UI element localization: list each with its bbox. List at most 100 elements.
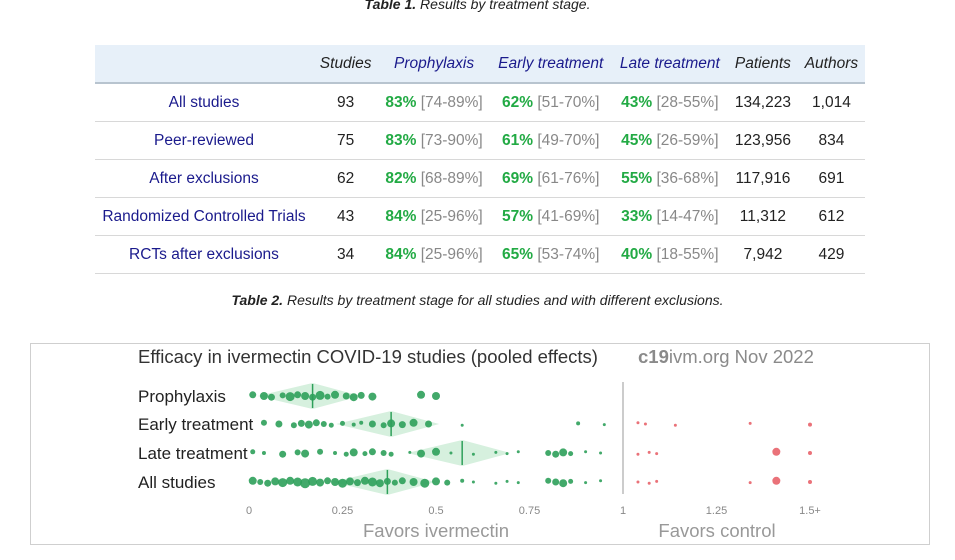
- study-point[interactable]: [636, 480, 640, 484]
- study-point[interactable]: [408, 450, 412, 454]
- study-point[interactable]: [279, 392, 286, 399]
- study-point[interactable]: [636, 421, 640, 425]
- study-point[interactable]: [279, 450, 287, 458]
- study-point[interactable]: [576, 421, 581, 426]
- study-point[interactable]: [316, 478, 325, 487]
- study-point[interactable]: [647, 450, 651, 454]
- study-point[interactable]: [420, 478, 430, 488]
- study-point[interactable]: [340, 420, 345, 426]
- study-point[interactable]: [471, 452, 475, 456]
- study-point[interactable]: [808, 451, 812, 455]
- row-name-link[interactable]: RCTs after exclusions: [95, 235, 313, 274]
- study-point[interactable]: [357, 391, 365, 399]
- study-point[interactable]: [375, 479, 384, 488]
- study-point[interactable]: [315, 390, 325, 400]
- study-point[interactable]: [300, 478, 311, 489]
- study-point[interactable]: [320, 421, 327, 427]
- row-name-link[interactable]: After exclusions: [95, 159, 313, 198]
- study-point[interactable]: [460, 423, 464, 427]
- study-point[interactable]: [380, 422, 387, 429]
- study-point[interactable]: [297, 419, 305, 427]
- study-point[interactable]: [460, 478, 465, 483]
- study-point[interactable]: [568, 451, 574, 457]
- study-point[interactable]: [331, 390, 340, 399]
- study-point[interactable]: [655, 479, 659, 483]
- study-point[interactable]: [808, 480, 812, 484]
- study-point[interactable]: [409, 418, 418, 427]
- study-point[interactable]: [505, 452, 509, 456]
- study-point[interactable]: [250, 449, 256, 455]
- study-point[interactable]: [748, 481, 752, 485]
- study-point[interactable]: [359, 420, 364, 425]
- study-point[interactable]: [275, 420, 283, 428]
- study-point[interactable]: [505, 479, 509, 483]
- study-point[interactable]: [294, 391, 302, 399]
- study-point[interactable]: [317, 448, 324, 455]
- study-point[interactable]: [444, 479, 451, 486]
- study-point[interactable]: [398, 421, 406, 429]
- study-point[interactable]: [545, 450, 552, 456]
- study-point[interactable]: [655, 452, 659, 456]
- study-point[interactable]: [349, 448, 358, 457]
- study-point[interactable]: [647, 481, 651, 485]
- header-early-treatment[interactable]: Early treatment: [489, 45, 612, 84]
- study-point[interactable]: [351, 422, 356, 427]
- header-prophylaxis[interactable]: Prophylaxis: [378, 45, 490, 84]
- study-point[interactable]: [552, 450, 560, 458]
- study-point[interactable]: [494, 481, 498, 485]
- study-point[interactable]: [285, 392, 295, 402]
- study-point[interactable]: [308, 476, 318, 486]
- study-point[interactable]: [432, 477, 440, 486]
- row-name-link[interactable]: Randomized Controlled Trials: [95, 197, 313, 236]
- study-point[interactable]: [301, 392, 310, 400]
- study-point[interactable]: [345, 477, 354, 486]
- study-point[interactable]: [584, 450, 588, 454]
- study-point[interactable]: [552, 478, 560, 486]
- study-point[interactable]: [398, 477, 406, 485]
- study-point[interactable]: [368, 448, 376, 456]
- study-point[interactable]: [249, 391, 257, 399]
- study-point[interactable]: [260, 419, 267, 426]
- study-point[interactable]: [261, 451, 266, 455]
- study-point[interactable]: [432, 392, 440, 400]
- study-point[interactable]: [343, 451, 349, 457]
- study-point[interactable]: [559, 448, 568, 457]
- study-point[interactable]: [599, 479, 603, 483]
- study-point[interactable]: [367, 477, 377, 487]
- study-point[interactable]: [278, 478, 288, 488]
- study-point[interactable]: [353, 479, 361, 487]
- study-point[interactable]: [360, 476, 369, 485]
- study-point[interactable]: [516, 450, 520, 454]
- study-point[interactable]: [417, 449, 426, 458]
- study-point[interactable]: [271, 477, 280, 486]
- study-point[interactable]: [259, 392, 268, 400]
- study-point[interactable]: [391, 479, 398, 486]
- study-point[interactable]: [286, 476, 295, 485]
- study-point[interactable]: [494, 450, 498, 454]
- study-point[interactable]: [294, 449, 301, 456]
- study-point[interactable]: [584, 481, 588, 485]
- study-point[interactable]: [748, 421, 752, 425]
- study-point[interactable]: [257, 479, 264, 485]
- study-point[interactable]: [409, 478, 418, 486]
- study-point[interactable]: [388, 451, 394, 457]
- study-point[interactable]: [432, 447, 440, 456]
- study-point[interactable]: [290, 422, 297, 429]
- study-point[interactable]: [643, 422, 647, 426]
- study-point[interactable]: [324, 477, 332, 485]
- study-point[interactable]: [328, 422, 334, 428]
- study-point[interactable]: [559, 479, 568, 488]
- study-point[interactable]: [545, 477, 552, 484]
- study-point[interactable]: [636, 452, 640, 456]
- study-point[interactable]: [602, 423, 606, 427]
- study-point[interactable]: [568, 478, 574, 484]
- study-point[interactable]: [772, 447, 781, 456]
- study-point[interactable]: [301, 449, 310, 458]
- study-point[interactable]: [673, 423, 677, 427]
- study-point[interactable]: [264, 479, 272, 487]
- study-point[interactable]: [449, 451, 453, 455]
- study-point[interactable]: [417, 390, 426, 399]
- study-point[interactable]: [312, 419, 320, 427]
- study-point[interactable]: [304, 420, 313, 429]
- study-point[interactable]: [772, 476, 781, 485]
